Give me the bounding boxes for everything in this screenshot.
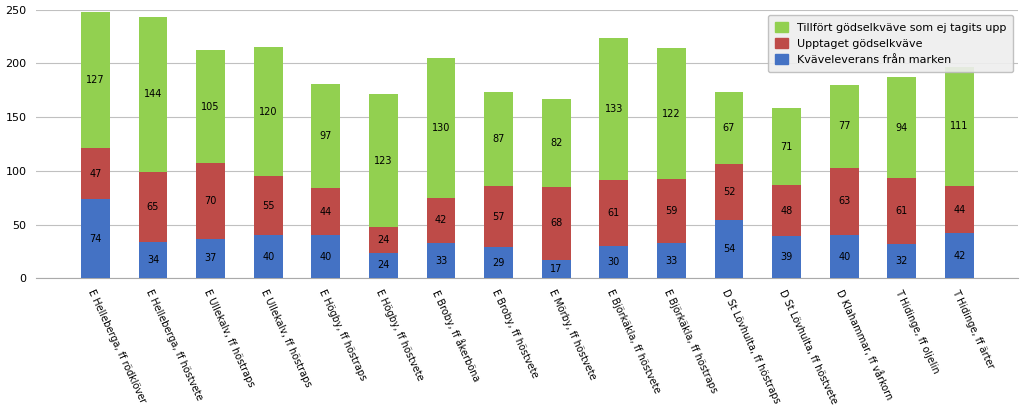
Text: 87: 87 (493, 134, 505, 144)
Text: 54: 54 (723, 244, 735, 254)
Bar (484, 186, 513, 247)
Bar (945, 67, 974, 186)
Bar (829, 236, 858, 278)
Bar (427, 243, 456, 278)
Text: 61: 61 (607, 208, 620, 218)
Bar (197, 238, 225, 278)
Text: 122: 122 (663, 109, 681, 119)
Bar (484, 92, 513, 186)
Text: 130: 130 (432, 123, 451, 133)
Text: 111: 111 (950, 121, 969, 131)
Text: 42: 42 (953, 251, 966, 261)
Bar (945, 233, 974, 278)
Text: 17: 17 (550, 264, 562, 274)
Text: 123: 123 (374, 156, 392, 166)
Bar (772, 109, 801, 185)
Bar (657, 48, 686, 180)
Bar (138, 242, 168, 278)
Text: 65: 65 (146, 202, 159, 212)
Bar (311, 188, 340, 236)
Text: 144: 144 (143, 90, 162, 99)
Text: 24: 24 (377, 261, 389, 270)
Text: 71: 71 (780, 142, 793, 152)
Text: 30: 30 (607, 257, 620, 267)
Text: 55: 55 (262, 201, 274, 211)
Bar (599, 37, 628, 180)
Text: 94: 94 (896, 123, 908, 133)
Bar (715, 92, 743, 164)
Text: 59: 59 (666, 206, 678, 216)
Text: 97: 97 (319, 131, 332, 141)
Text: 40: 40 (838, 252, 850, 262)
Text: 70: 70 (205, 196, 217, 206)
Bar (484, 247, 513, 278)
Bar (311, 84, 340, 188)
Text: 39: 39 (780, 252, 793, 262)
Bar (599, 246, 628, 278)
Text: 127: 127 (86, 75, 104, 85)
Bar (369, 252, 398, 278)
Bar (254, 47, 283, 176)
Text: 34: 34 (146, 255, 159, 265)
Bar (311, 236, 340, 278)
Text: 68: 68 (550, 219, 562, 229)
Text: 29: 29 (493, 258, 505, 268)
Bar (715, 220, 743, 278)
Bar (254, 236, 283, 278)
Bar (829, 85, 858, 168)
Bar (657, 243, 686, 278)
Bar (427, 198, 456, 243)
Bar (888, 244, 916, 278)
Bar (657, 180, 686, 243)
Text: 74: 74 (89, 233, 101, 244)
Text: 37: 37 (205, 254, 217, 263)
Bar (542, 260, 570, 278)
Bar (81, 12, 110, 148)
Text: 33: 33 (666, 256, 678, 266)
Bar (197, 51, 225, 163)
Text: 120: 120 (259, 107, 278, 117)
Bar (542, 187, 570, 260)
Bar (138, 172, 168, 242)
Bar (715, 164, 743, 220)
Text: 44: 44 (953, 205, 966, 215)
Text: 24: 24 (377, 235, 389, 245)
Bar (888, 77, 916, 178)
Text: 67: 67 (723, 123, 735, 133)
Bar (599, 180, 628, 246)
Bar (369, 227, 398, 252)
Text: 105: 105 (202, 102, 220, 112)
Bar (81, 199, 110, 278)
Bar (427, 58, 456, 198)
Text: 48: 48 (780, 206, 793, 216)
Text: 44: 44 (319, 207, 332, 217)
Bar (945, 186, 974, 233)
Bar (81, 148, 110, 199)
Text: 77: 77 (838, 121, 851, 131)
Text: 33: 33 (435, 256, 447, 266)
Bar (254, 176, 283, 236)
Text: 82: 82 (550, 138, 562, 148)
Bar (829, 168, 858, 236)
Text: 61: 61 (896, 206, 908, 216)
Text: 42: 42 (435, 215, 447, 225)
Text: 32: 32 (896, 256, 908, 266)
Text: 133: 133 (604, 104, 623, 114)
Text: 47: 47 (89, 169, 101, 178)
Bar (138, 17, 168, 172)
Text: 63: 63 (838, 196, 850, 206)
Text: 52: 52 (723, 187, 735, 197)
Bar (369, 95, 398, 227)
Text: 57: 57 (493, 212, 505, 222)
Bar (772, 185, 801, 236)
Text: 40: 40 (319, 252, 332, 262)
Text: 40: 40 (262, 252, 274, 262)
Bar (197, 163, 225, 238)
Bar (888, 178, 916, 244)
Legend: Tillfört gödselkväve som ej tagits upp, Upptaget gödselkväve, Kväveleverans från: Tillfört gödselkväve som ej tagits upp, … (768, 15, 1013, 72)
Bar (542, 99, 570, 187)
Bar (772, 236, 801, 278)
